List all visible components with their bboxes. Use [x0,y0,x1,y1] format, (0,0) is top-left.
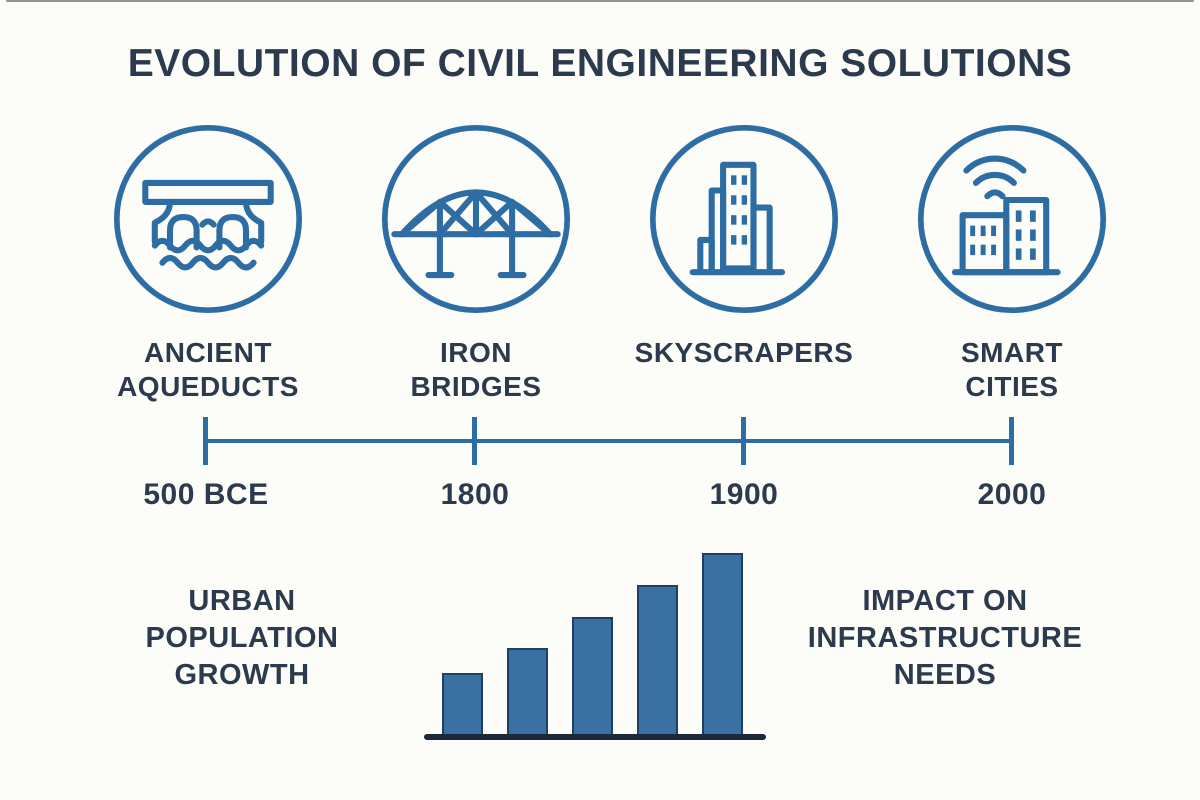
stage-label-line: SMART [960,337,1064,368]
timeline-year-label: 1900 [709,478,779,511]
iron-bridge-icon [342,124,610,314]
stage-label-line: AQUEDUCTS [117,371,299,402]
top-edge-artifact [6,0,1194,2]
caption-line: GROWTH [174,659,310,691]
bar-chart-baseline [424,734,766,740]
smart-city-icon [878,124,1146,314]
stage-label-line: SKYSCRAPERS [634,337,854,368]
stage-smart-cities: SMART CITIES [878,124,1146,404]
stage-ancient-aqueducts: ANCIENT AQUEDUCTS [74,124,342,404]
bar [442,673,483,735]
page-title: EVOLUTION OF CIVIL ENGINEERING SOLUTIONS [127,42,1073,85]
timeline-tick [203,417,208,465]
bar-chart-bars [442,553,743,735]
stage-label-line: IRON [440,337,512,368]
timeline-tick [472,417,477,465]
caption-impact-on-infrastructure-needs: IMPACT ON INFRASTRUCTURE NEEDS [795,583,1095,694]
stage-iron-bridges: IRON BRIDGES [342,124,610,404]
bar [637,585,678,735]
caption-urban-population-growth: URBAN POPULATION GROWTH [92,583,392,694]
timeline-tick [1009,417,1014,465]
timeline-year-label: 2000 [977,478,1047,511]
bar [572,617,613,735]
stage-label: SKYSCRAPERS [610,336,878,370]
timeline-year-label: 500 BCE [143,478,269,511]
caption-line: NEEDS [893,659,997,691]
skyscrapers-icon [610,124,878,314]
bar [702,553,743,735]
stage-label: IRON BRIDGES [342,336,610,404]
timeline-axis [205,439,1013,443]
aqueduct-icon [74,124,342,314]
stage-label-line: CITIES [965,371,1059,402]
stage-label: ANCIENT AQUEDUCTS [74,336,342,404]
caption-line: IMPACT ON [862,585,1028,617]
bar [507,648,548,735]
stage-label: SMART CITIES [878,336,1146,404]
stage-label-line: ANCIENT [144,337,272,368]
stage-skyscrapers: SKYSCRAPERS [610,124,878,370]
timeline-year-label: 1800 [440,478,510,511]
caption-line: INFRASTRUCTURE [807,622,1083,654]
urban-growth-bar-chart [424,550,766,740]
caption-line: URBAN [188,585,296,617]
timeline-tick [741,417,746,465]
caption-line: POPULATION [145,622,339,654]
stage-label-line: BRIDGES [410,371,542,402]
